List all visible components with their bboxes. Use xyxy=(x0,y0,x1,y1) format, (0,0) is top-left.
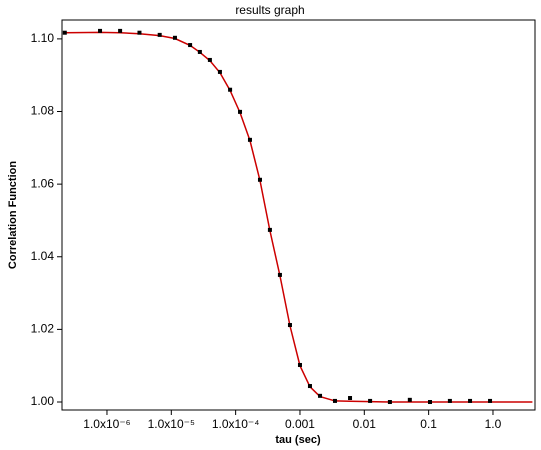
chart-title: results graph xyxy=(235,3,304,17)
data-point xyxy=(157,32,162,37)
data-point xyxy=(488,398,493,403)
x-tick-label: 1.0x10⁻⁶ xyxy=(83,417,130,431)
data-point xyxy=(332,398,337,403)
x-tick-label: 1.0x10⁻⁵ xyxy=(148,417,195,431)
y-tick-label: 1.02 xyxy=(31,322,55,336)
y-tick-label: 1.04 xyxy=(31,249,55,263)
data-point xyxy=(428,400,433,405)
data-point xyxy=(307,384,312,389)
data-point xyxy=(277,272,282,277)
data-point xyxy=(387,400,392,405)
data-point xyxy=(98,28,103,33)
data-point xyxy=(348,396,353,401)
data-point xyxy=(368,398,373,403)
data-point xyxy=(172,35,177,40)
y-tick-label: 1.08 xyxy=(31,104,55,118)
data-point xyxy=(188,43,193,48)
x-tick-label: 0.001 xyxy=(285,417,315,431)
data-point xyxy=(257,177,262,182)
data-point xyxy=(287,323,292,328)
data-point xyxy=(228,87,233,92)
x-tick-label: 0.01 xyxy=(353,417,377,431)
data-point xyxy=(447,398,452,403)
data-point xyxy=(238,109,243,114)
data-point xyxy=(468,398,473,403)
data-point xyxy=(318,393,323,398)
data-point xyxy=(297,362,302,367)
y-tick-label: 1.06 xyxy=(31,176,55,190)
x-axis-label: tau (sec) xyxy=(275,434,321,446)
data-point xyxy=(407,397,412,402)
fit-line xyxy=(64,31,533,403)
data-point xyxy=(207,57,212,62)
data-point xyxy=(197,49,202,54)
plot-frame xyxy=(61,19,536,411)
x-tick-label: 0.1 xyxy=(420,417,437,431)
x-tick-label: 1.0 xyxy=(485,417,502,431)
data-point xyxy=(267,227,272,232)
data-point xyxy=(118,28,123,33)
data-point xyxy=(217,69,222,74)
y-tick-label: 1.10 xyxy=(31,31,55,45)
data-point xyxy=(247,137,252,142)
y-tick-label: 1.00 xyxy=(31,394,55,408)
data-point xyxy=(62,30,67,35)
data-point xyxy=(137,30,142,35)
y-axis-label: Correlation Function xyxy=(7,161,19,269)
x-tick-label: 1.0x10⁻⁴ xyxy=(212,417,260,431)
